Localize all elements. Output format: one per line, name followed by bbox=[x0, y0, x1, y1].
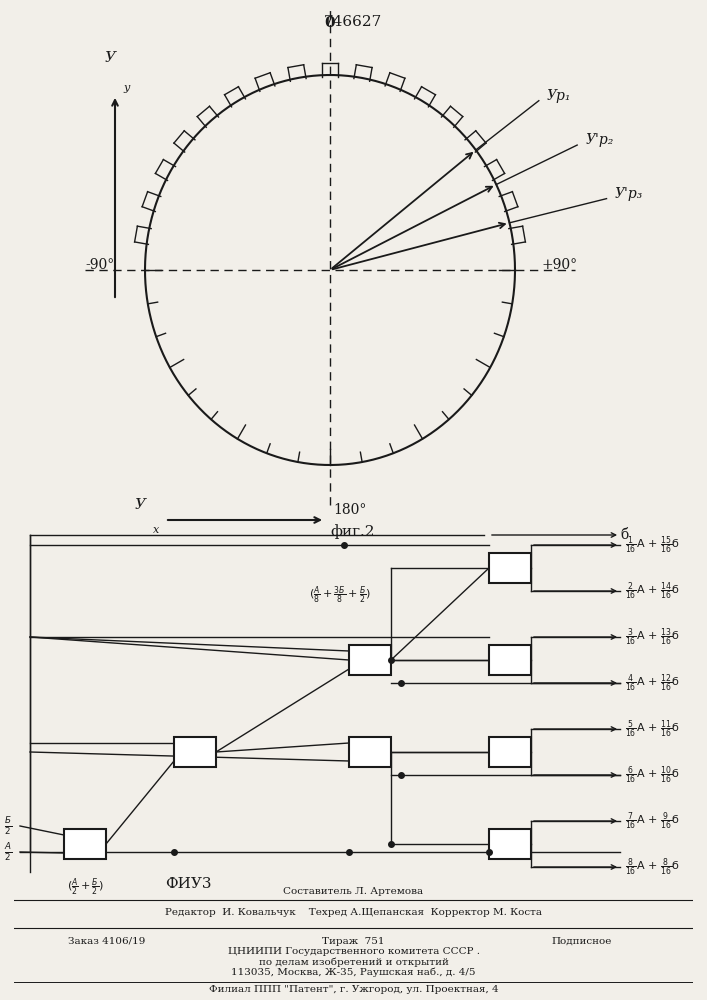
Bar bbox=[489, 737, 531, 767]
Text: Заказ 4106/19: Заказ 4106/19 bbox=[69, 936, 146, 946]
Bar bbox=[349, 645, 391, 675]
Text: б: б bbox=[620, 528, 629, 542]
Text: 180°: 180° bbox=[333, 503, 367, 517]
Text: У: У bbox=[134, 498, 146, 512]
Text: 746627: 746627 bbox=[324, 15, 382, 29]
Text: У: У bbox=[105, 51, 115, 65]
Text: $\frac{А}{2}$: $\frac{А}{2}$ bbox=[4, 841, 12, 863]
Text: -90°: -90° bbox=[86, 258, 115, 272]
Text: $\frac{4}{16}$А + $\frac{12}{16}$б: $\frac{4}{16}$А + $\frac{12}{16}$б bbox=[625, 672, 680, 694]
Text: х: х bbox=[153, 525, 159, 535]
Text: $\frac{6}{16}$А + $\frac{10}{16}$б: $\frac{6}{16}$А + $\frac{10}{16}$б bbox=[625, 764, 680, 786]
Text: у: у bbox=[123, 83, 129, 93]
Bar bbox=[489, 645, 531, 675]
Text: ЦНИИПИ Государственного комитета СССР .: ЦНИИПИ Государственного комитета СССР . bbox=[228, 947, 479, 956]
Text: $\frac{7}{16}$А + $\frac{9}{16}$б: $\frac{7}{16}$А + $\frac{9}{16}$б bbox=[625, 810, 680, 832]
Text: +90°: +90° bbox=[542, 258, 578, 272]
Text: Тираж  751: Тираж 751 bbox=[322, 936, 385, 946]
Text: Подписное: Подписное bbox=[551, 936, 612, 946]
Text: У'р₃: У'р₃ bbox=[614, 187, 643, 201]
Text: $(\frac{А}{8}+\frac{3Б}{8}+\frac{Б}{2})$: $(\frac{А}{8}+\frac{3Б}{8}+\frac{Б}{2})$ bbox=[309, 584, 371, 606]
Text: $\frac{Б}{2}$: $\frac{Б}{2}$ bbox=[4, 815, 12, 837]
Bar bbox=[174, 737, 216, 767]
Text: Редактор  И. Ковальчук    Техред А.Щепанская  Корректор М. Коста: Редактор И. Ковальчук Техред А.Щепанская… bbox=[165, 908, 542, 917]
Text: ФИУ3: ФИУ3 bbox=[165, 877, 211, 891]
Text: $(\frac{А}{2}+\frac{Б}{2})$: $(\frac{А}{2}+\frac{Б}{2})$ bbox=[66, 877, 103, 898]
Text: У'р₂: У'р₂ bbox=[585, 133, 614, 147]
Text: $\frac{3}{16}$А + $\frac{13}{16}$б: $\frac{3}{16}$А + $\frac{13}{16}$б bbox=[625, 626, 680, 648]
Text: по делам изобретений и открытий: по делам изобретений и открытий bbox=[259, 958, 448, 967]
Text: $\frac{5}{16}$А + $\frac{11}{16}$б: $\frac{5}{16}$А + $\frac{11}{16}$б bbox=[625, 718, 680, 740]
Bar bbox=[349, 737, 391, 767]
Text: 0: 0 bbox=[325, 16, 335, 30]
Text: Составитель Л. Артемова: Составитель Л. Артемова bbox=[284, 887, 423, 896]
Text: 113035, Москва, Ж-35, Раушская наб., д. 4/5: 113035, Москва, Ж-35, Раушская наб., д. … bbox=[231, 968, 476, 977]
Bar bbox=[489, 829, 531, 859]
Text: $\frac{8}{16}$А + $\frac{8}{16}$б: $\frac{8}{16}$А + $\frac{8}{16}$б bbox=[625, 856, 680, 878]
Text: $\frac{2}{16}$А + $\frac{14}{16}$б: $\frac{2}{16}$А + $\frac{14}{16}$б bbox=[625, 580, 680, 602]
Text: Ур₁: Ур₁ bbox=[547, 89, 571, 103]
Text: фиг.2: фиг.2 bbox=[331, 525, 375, 539]
Text: Филиал ППП "Патент", г. Ужгород, ул. Проектная, 4: Филиал ППП "Патент", г. Ужгород, ул. Про… bbox=[209, 985, 498, 994]
Bar bbox=[64, 829, 106, 859]
Text: $\frac{1}{16}$А + $\frac{15}{16}$б: $\frac{1}{16}$А + $\frac{15}{16}$б bbox=[625, 534, 680, 556]
Bar bbox=[489, 553, 531, 583]
